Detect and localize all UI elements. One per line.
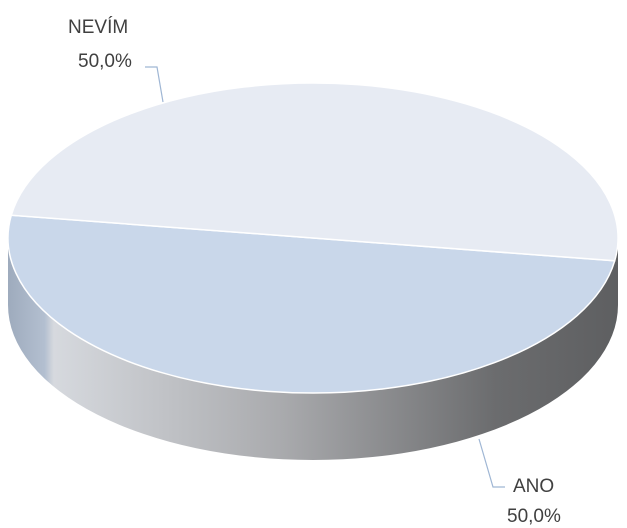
leader-line-ano: [478, 438, 505, 488]
pie-slice-nevim: [7, 214, 616, 394]
leader-line-nevim: [145, 66, 164, 103]
pie-side-wall: [8, 238, 618, 460]
slice-value-ano: 50,0%: [507, 506, 561, 527]
pie-slice-ano: [10, 82, 619, 262]
slice-value-nevim: 50,0%: [78, 51, 132, 72]
slice-label-ano: ANO: [513, 476, 554, 497]
slice-label-nevim: NEVÍM: [68, 17, 128, 38]
